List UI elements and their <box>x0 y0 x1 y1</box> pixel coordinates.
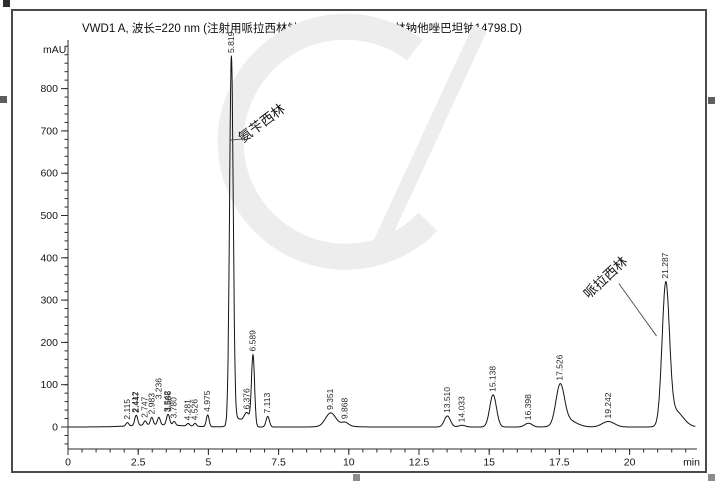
x-tick-label: 5 <box>205 457 211 469</box>
peak-label: 4.526 <box>190 399 200 421</box>
peak-label: 16.398 <box>523 394 533 420</box>
peak-label: 3.236 <box>153 378 163 400</box>
peak-label: 4.281 <box>183 399 193 421</box>
x-tick-label: 12.5 <box>409 457 430 469</box>
resize-handle-left-middle[interactable] <box>0 96 7 103</box>
x-tick-label: 2.5 <box>131 457 146 469</box>
peak-label: 4.975 <box>202 390 212 412</box>
y-tick-label: 800 <box>40 83 58 95</box>
y-tick-label: 600 <box>40 168 58 180</box>
peak-label: 13.510 <box>442 387 452 413</box>
annotation-leader-line <box>229 138 243 141</box>
peak-label: 3.586 <box>163 391 173 413</box>
resize-handle-top-left[interactable] <box>3 0 10 7</box>
peak-label: 7.113 <box>262 393 272 414</box>
peak-annotation: 哌拉西林 <box>580 253 631 302</box>
peak-label: 2.115 <box>122 399 132 420</box>
x-tick-label: 17.5 <box>549 457 570 469</box>
peak-label: 15.138 <box>488 366 498 392</box>
peak-label: 2.747 <box>140 396 150 418</box>
peak-label: 6.589 <box>248 330 258 352</box>
y-axis-unit-label: mAU <box>43 44 67 56</box>
x-tick-label: 7.5 <box>271 457 286 469</box>
peak-label: 21.287 <box>660 252 670 278</box>
y-tick-label: 200 <box>40 337 58 349</box>
peak-label: 5.819 <box>226 31 236 53</box>
peak-label: 3.780 <box>169 397 179 419</box>
x-tick-label: 0 <box>65 457 71 469</box>
x-tick-label: 20 <box>624 457 636 469</box>
x-tick-label: 15 <box>483 457 495 469</box>
peak-label: 14.033 <box>457 396 467 422</box>
embedded-object-frame[interactable]: VWD1 A, 波长=220 nm (注射用哌拉西林钠他唑巴坦钠\哌拉西林钠他唑… <box>11 9 707 473</box>
watermark <box>217 13 438 270</box>
peak-label: 2.447 <box>131 391 141 413</box>
x-tick-label: 10 <box>343 457 355 469</box>
peak-label: 3.542 <box>162 391 172 413</box>
y-tick-label: 100 <box>40 379 58 391</box>
peak-label: 19.242 <box>603 392 613 418</box>
y-tick-label: 300 <box>40 295 58 307</box>
peak-label: 9.351 <box>325 388 335 410</box>
peak-label: 9.868 <box>340 398 350 420</box>
resize-handle-bottom-right[interactable] <box>708 474 715 481</box>
peak-label: 17.526 <box>555 354 565 380</box>
resize-handle-bottom-middle[interactable] <box>353 474 360 481</box>
peak-label: 6.376 <box>242 388 252 410</box>
peak-label: 2.983 <box>146 393 156 415</box>
chromatogram-trace <box>67 55 696 428</box>
y-tick-label: 500 <box>40 210 58 222</box>
y-tick-label: 400 <box>40 252 58 264</box>
y-tick-label: 700 <box>40 125 58 137</box>
annotation-leader-line <box>618 283 657 337</box>
y-tick-label: 0 <box>52 422 58 434</box>
x-axis-unit-label: min <box>683 457 700 469</box>
watermark <box>365 24 487 266</box>
peak-label: 2.412 <box>130 391 140 413</box>
resize-handle-right-middle[interactable] <box>708 97 715 104</box>
